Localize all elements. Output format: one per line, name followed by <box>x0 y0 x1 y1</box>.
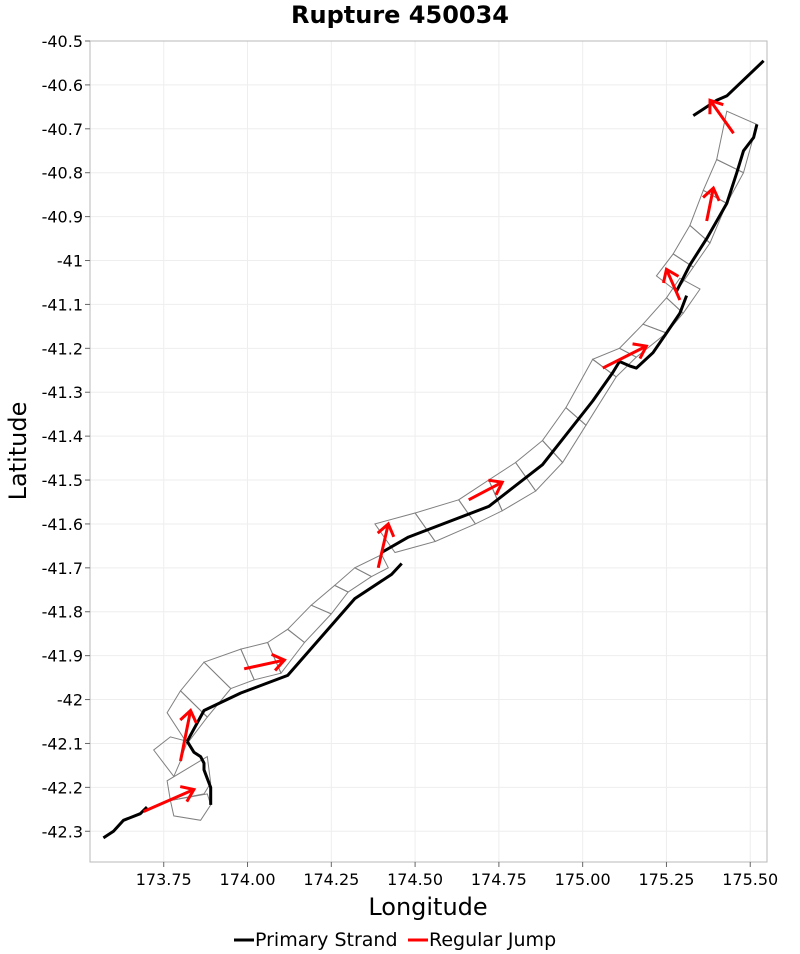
legend: Primary Strand Regular Jump <box>234 929 556 951</box>
jump-arrow-shaft <box>376 523 390 569</box>
y-tick-label: -42.1 <box>42 734 83 753</box>
jump-arrow-shaft <box>708 99 735 135</box>
jump-arrow-shaft <box>705 187 715 222</box>
y-tick-label: -41.2 <box>42 339 83 358</box>
regular-jump-arrows <box>143 98 735 813</box>
primary-strand-segment <box>185 562 403 743</box>
x-tick-label: 174.25 <box>303 870 359 889</box>
jump-arrow-head <box>661 266 680 284</box>
primary-strand-segment <box>102 806 149 840</box>
primary-strand-segment <box>692 59 765 117</box>
plot-frame <box>89 40 768 863</box>
jump-arrow-head <box>702 185 721 202</box>
grid-lines <box>90 40 767 862</box>
x-tick-label: 174.50 <box>387 870 443 889</box>
y-tick-label: -41.3 <box>42 383 83 402</box>
y-tick-label: -41.5 <box>42 471 83 490</box>
plot-area <box>89 40 768 863</box>
jump-arrow-head <box>376 521 396 538</box>
x-tick-labels: 173.75 174.00 174.25 174.50 174.75 175.00 175.… <box>136 862 778 889</box>
jump-arrow-shaft <box>179 710 193 762</box>
regular-jump-arrow <box>376 521 396 569</box>
y-tick-label: -40.6 <box>42 76 83 95</box>
jump-arrow-head <box>179 785 197 803</box>
regular-jump-arrow <box>143 785 197 813</box>
legend-label-primary-strand: Primary Strand <box>255 929 398 951</box>
subsection-outlines <box>153 110 758 821</box>
y-tick-label: -42.2 <box>42 778 83 797</box>
y-tick-label: -41.4 <box>42 427 83 446</box>
x-tick-label: 174.00 <box>220 870 276 889</box>
y-tick-labels: -40.5 -40.6 -40.7 -40.8 -40.9 -41 -41.1 -41.2 -4… <box>42 32 90 841</box>
primary-strand-lines <box>102 59 765 840</box>
subsection-outline <box>665 277 701 314</box>
chart-title: Rupture 450034 <box>291 1 509 29</box>
y-tick-label: -41.1 <box>42 295 83 314</box>
y-tick-label: -42.3 <box>42 822 83 841</box>
y-tick-label: -42 <box>57 691 83 710</box>
y-tick-label: -40.7 <box>42 120 83 139</box>
x-axis-label: Longitude <box>368 893 487 921</box>
subsection-outline <box>169 793 212 821</box>
subsection-outline <box>353 554 389 578</box>
y-tick-label: -41 <box>57 252 83 271</box>
jump-arrow-head <box>632 342 649 360</box>
regular-jump-arrow <box>661 266 682 301</box>
y-tick-label: -41.7 <box>42 559 83 578</box>
y-tick-label: -41.8 <box>42 603 83 622</box>
y-tick-label: -41.6 <box>42 515 83 534</box>
jump-arrow-shaft <box>468 480 503 502</box>
regular-jump-arrow <box>243 653 287 672</box>
regular-jump-arrow <box>708 98 735 135</box>
primary-strand-segment <box>675 124 759 292</box>
regular-jump-arrow <box>702 185 721 222</box>
plot-background <box>90 41 767 862</box>
jump-arrow-shaft <box>243 658 285 671</box>
y-tick-label: -41.9 <box>42 647 83 666</box>
jump-arrow-shaft <box>143 788 195 813</box>
regular-jump-arrow <box>602 342 649 370</box>
y-axis-label: Latitude <box>4 402 32 501</box>
x-tick-label: 175.00 <box>555 870 611 889</box>
regular-jump-arrow <box>179 708 198 762</box>
primary-strand-segment <box>380 295 689 554</box>
jump-arrow-head <box>179 708 198 724</box>
jump-arrow-head <box>270 653 287 672</box>
x-tick-label: 175.50 <box>722 870 778 889</box>
jump-arrow-shaft <box>602 344 648 370</box>
jump-arrow-head <box>708 98 724 115</box>
jump-arrow-head <box>488 478 505 496</box>
x-tick-label: 174.75 <box>471 870 527 889</box>
legend-label-regular-jump: Regular Jump <box>429 929 556 951</box>
x-tick-label: 173.75 <box>136 870 192 889</box>
y-tick-label: -40.9 <box>42 208 83 227</box>
x-tick-label: 175.25 <box>638 870 694 889</box>
y-tick-label: -40.8 <box>42 164 83 183</box>
jump-arrow-shaft <box>665 268 682 301</box>
primary-strand-segment <box>185 740 213 805</box>
y-tick-label: -40.5 <box>42 32 83 51</box>
regular-jump-arrow <box>468 478 505 502</box>
